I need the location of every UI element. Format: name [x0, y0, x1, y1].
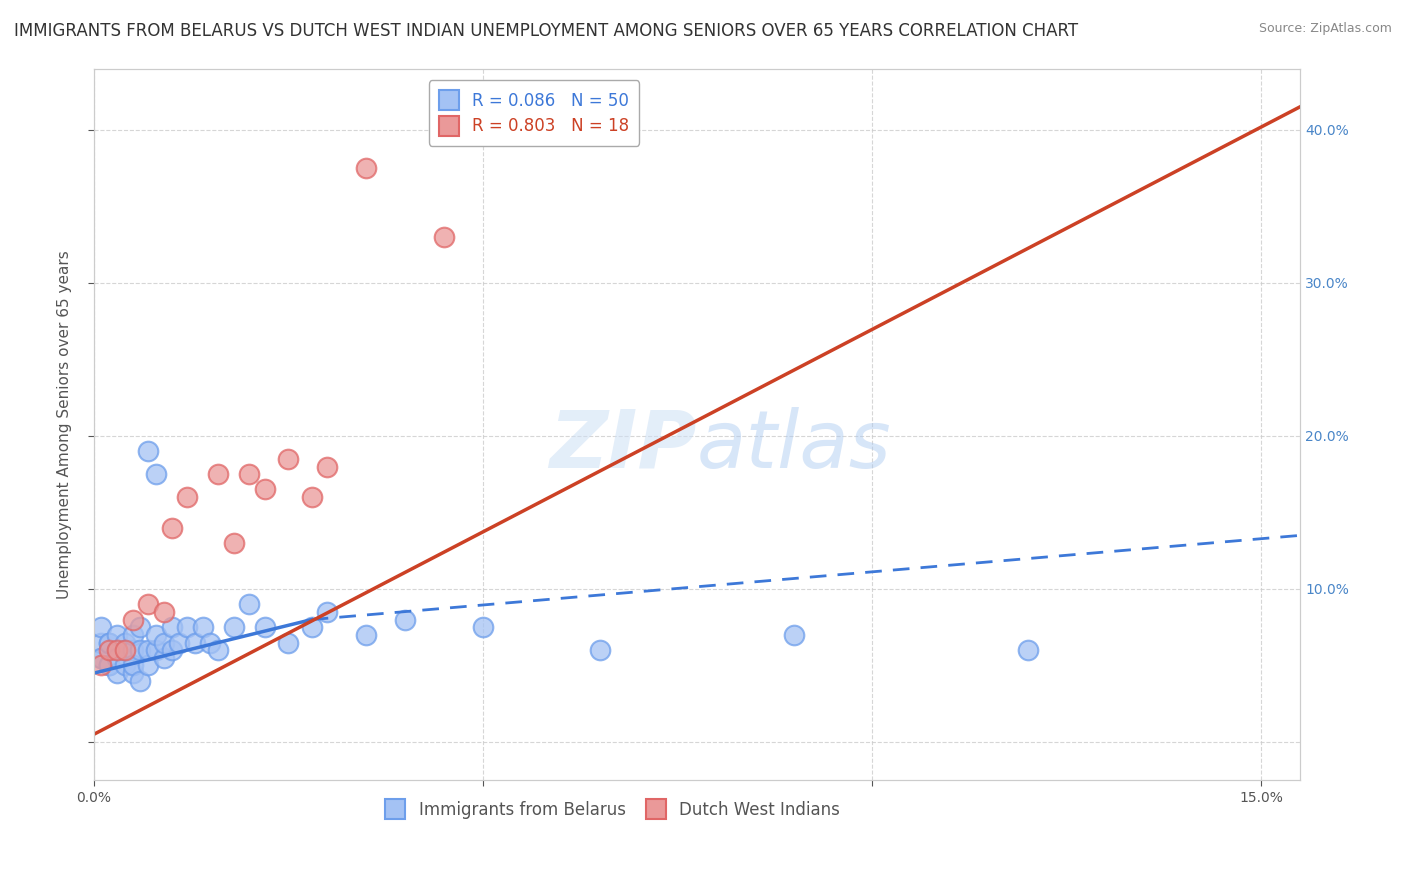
Point — [145, 467, 167, 482]
Point — [121, 643, 143, 657]
Point — [105, 650, 128, 665]
Point — [129, 643, 152, 657]
Point — [222, 536, 245, 550]
Point — [121, 628, 143, 642]
Y-axis label: Unemployment Among Seniors over 65 years: Unemployment Among Seniors over 65 years — [58, 250, 72, 599]
Point — [152, 650, 174, 665]
Point — [433, 230, 456, 244]
Point — [98, 635, 121, 649]
Point — [253, 483, 276, 497]
Point — [136, 658, 159, 673]
Point — [90, 650, 112, 665]
Point — [1017, 643, 1039, 657]
Point — [121, 658, 143, 673]
Point — [105, 643, 128, 657]
Point — [114, 643, 136, 657]
Point — [207, 467, 229, 482]
Point — [114, 635, 136, 649]
Point — [200, 635, 222, 649]
Text: ZIP: ZIP — [550, 407, 697, 484]
Point — [783, 628, 806, 642]
Point — [354, 628, 377, 642]
Point — [90, 635, 112, 649]
Point — [105, 628, 128, 642]
Point — [114, 643, 136, 657]
Point — [136, 597, 159, 611]
Point — [169, 635, 191, 649]
Point — [121, 666, 143, 681]
Point — [129, 673, 152, 688]
Point — [316, 605, 339, 619]
Point — [588, 643, 610, 657]
Point — [98, 643, 121, 657]
Point — [222, 620, 245, 634]
Point — [121, 613, 143, 627]
Point — [354, 161, 377, 175]
Point — [277, 451, 299, 466]
Point — [176, 620, 198, 634]
Point — [90, 620, 112, 634]
Point — [152, 605, 174, 619]
Point — [160, 521, 183, 535]
Point — [160, 620, 183, 634]
Point — [136, 444, 159, 458]
Point — [90, 650, 112, 665]
Text: IMMIGRANTS FROM BELARUS VS DUTCH WEST INDIAN UNEMPLOYMENT AMONG SENIORS OVER 65 : IMMIGRANTS FROM BELARUS VS DUTCH WEST IN… — [14, 22, 1078, 40]
Point — [114, 658, 136, 673]
Point — [471, 620, 494, 634]
Point — [105, 643, 128, 657]
Point — [184, 635, 207, 649]
Point — [191, 620, 214, 634]
Point — [238, 597, 260, 611]
Point — [145, 643, 167, 657]
Point — [238, 467, 260, 482]
Point — [98, 635, 121, 649]
Point — [301, 490, 323, 504]
Point — [145, 628, 167, 642]
Point — [129, 620, 152, 634]
Point — [152, 635, 174, 649]
Point — [316, 459, 339, 474]
Point — [98, 658, 121, 673]
Point — [301, 620, 323, 634]
Point — [277, 635, 299, 649]
Point — [176, 490, 198, 504]
Point — [90, 658, 112, 673]
Text: atlas: atlas — [697, 407, 891, 484]
Point — [207, 643, 229, 657]
Point — [98, 658, 121, 673]
Point — [394, 613, 416, 627]
Point — [136, 643, 159, 657]
Point — [105, 666, 128, 681]
Point — [253, 620, 276, 634]
Point — [160, 643, 183, 657]
Text: Source: ZipAtlas.com: Source: ZipAtlas.com — [1258, 22, 1392, 36]
Legend: Immigrants from Belarus, Dutch West Indians: Immigrants from Belarus, Dutch West Indi… — [378, 793, 846, 825]
